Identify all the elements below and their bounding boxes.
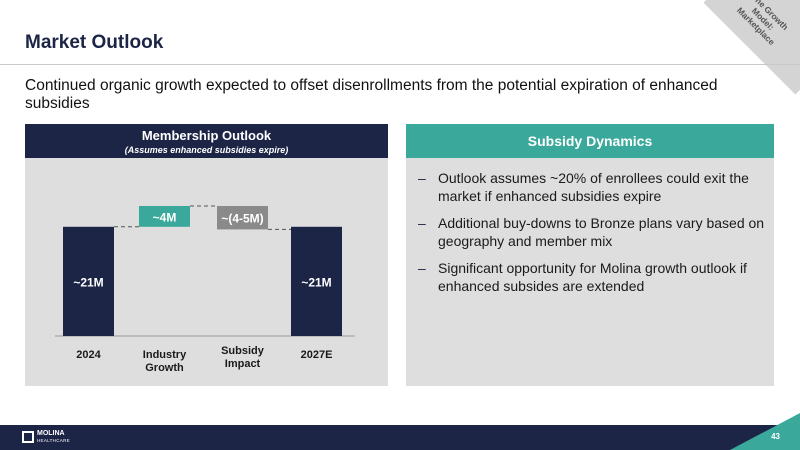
bullet-item: – Significant opportunity for Molina grow… <box>418 260 747 294</box>
logo-name: MOLINA <box>37 430 65 437</box>
bullet-text: Significant opportunity for Molina growt… <box>438 260 747 294</box>
data-label: ~21M <box>73 275 103 289</box>
subsidy-panel-title: Subsidy Dynamics <box>406 124 774 158</box>
molina-logo: MOLINA HEALTHCARE <box>22 430 70 444</box>
subsidy-panel <box>406 124 774 386</box>
page-title: Market Outlook <box>25 32 164 53</box>
logo-icon <box>22 431 34 443</box>
bullet-item: – Additional buy-downs to Bronze plans va… <box>418 215 765 249</box>
bar-industry-growth <box>139 206 190 227</box>
category-label: Impact <box>225 358 261 370</box>
category-label: 2024 <box>76 349 101 361</box>
bar-subsidy-impact <box>217 206 268 230</box>
category-label: Subsidy <box>221 345 265 357</box>
bar-2024 <box>63 226 114 336</box>
title-divider <box>0 64 800 65</box>
category-label: Industry <box>143 349 187 361</box>
membership-panel-header: Membership Outlook (Assumes enhanced sub… <box>25 124 388 158</box>
data-label: ~4M <box>153 210 177 224</box>
bullet-item: – Outlook assumes ~20% of enrollees could… <box>418 170 749 204</box>
bullet-text: Outlook assumes ~20% of enrollees could … <box>438 170 749 204</box>
slide-subtitle: Continued organic growth expected to off… <box>25 77 718 112</box>
data-label: ~(4-5M) <box>221 212 263 226</box>
membership-panel-subtitle: (Assumes enhanced subsidies expire) <box>124 145 289 155</box>
bar-2027e <box>291 226 342 336</box>
footer-bar <box>0 425 800 450</box>
subsidy-bullets: – Outlook assumes ~20% of enrollees could… <box>418 170 766 305</box>
membership-panel-title: Membership Outlook <box>141 128 272 143</box>
logo-sub: HEALTHCARE <box>37 438 70 443</box>
category-label: Growth <box>145 362 184 374</box>
page-number: 43 <box>771 432 780 441</box>
data-label: ~21M <box>301 275 331 289</box>
bullet-text: Additional buy-downs to Bronze plans var… <box>438 215 765 249</box>
footer-accent <box>730 413 800 450</box>
category-label: 2027E <box>301 349 333 361</box>
